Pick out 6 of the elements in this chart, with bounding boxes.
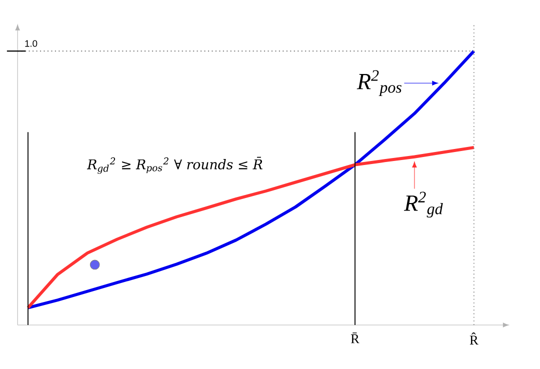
series-label: R$^{2}$pos [356, 70, 402, 96]
ref-line-label: 1.0 [25, 40, 38, 47]
x-tick-label: R̂ [470, 332, 478, 344]
legend-label: R$^{2}$gd [404, 192, 443, 218]
annotation: R$_{gd}$$^{2}$ ≥ R$_{pos}$$^{2}$ ∀ rounds ≤ R̄ [86, 156, 262, 174]
x-tick-label: R̄ [350, 332, 360, 344]
